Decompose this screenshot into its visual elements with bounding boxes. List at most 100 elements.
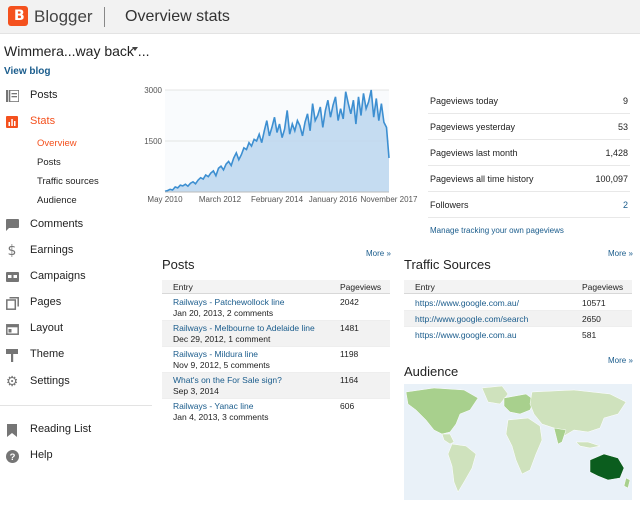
stat-followers: Followers 2 [428,192,630,218]
col-pageviews: Pageviews [340,282,382,292]
chart-xtick-label: November 2017 [361,195,418,204]
stat-label: Followers [430,200,469,210]
table-row: What's on the For Sale sign? Sep 3, 2014… [162,373,390,399]
app-name: Blogger [34,7,93,26]
sidebar-sub-overview[interactable]: Overview [37,138,77,149]
traffic-url-link[interactable]: http://www.google.com/search [415,314,529,324]
sidebar-item-label: Posts [30,89,58,101]
stat-label: Pageviews today [430,96,499,106]
sidebar-divider [0,405,152,406]
title-divider [104,7,105,27]
sidebar-item-label: Pages [30,296,62,308]
sidebar-item-help[interactable]: ? Help [0,445,150,467]
audience-world-map[interactable] [404,384,632,500]
chart-xtick-label: February 2014 [251,195,304,204]
traffic-sources-title: Traffic Sources [404,257,491,272]
post-views: 1164 [340,375,359,385]
chevron-down-icon[interactable] [132,47,138,51]
comments-icon [5,218,19,232]
map-asia [529,389,627,437]
post-link[interactable]: What's on the For Sale sign? [173,375,282,385]
post-views: 1198 [340,349,359,359]
sidebar-item-settings[interactable]: ⚙ Settings [0,371,150,393]
dollar-icon: $ [7,243,17,259]
stat-value: 1,428 [605,148,628,158]
post-date: Jan 4, 2013, 3 comments [173,412,269,422]
traffic-views: 10571 [582,298,606,308]
post-link[interactable]: Railways - Yanac line [173,401,254,411]
sidebar-item-comments[interactable]: Comments [0,214,150,236]
post-views: 2042 [340,297,359,307]
stat-pageviews-all-time: Pageviews all time history 100,097 [428,166,630,192]
chart-ytick-label: 1500 [144,137,162,146]
sidebar-item-reading-list[interactable]: Reading List [0,419,150,441]
post-date: Jan 20, 2013, 2 comments [173,308,274,318]
sidebar-sub-posts[interactable]: Posts [37,157,61,168]
map-europe [503,393,535,415]
blogger-logo-icon[interactable]: B [8,6,28,26]
map-africa [505,417,543,475]
view-blog-link[interactable]: View blog [4,66,51,77]
manage-tracking-link[interactable]: Manage tracking your own pageviews [430,226,564,235]
sidebar-sub-audience[interactable]: Audience [37,195,77,206]
sidebar-item-stats[interactable]: Stats [0,111,150,133]
sidebar-item-label: Comments [30,218,84,230]
sidebar-item-label: Earnings [30,244,74,256]
sidebar-item-label: Theme [30,348,65,360]
table-row: Railways - Mildura line Nov 9, 2012, 5 c… [162,347,390,373]
stat-pageviews-yesterday: Pageviews yesterday 53 [428,114,630,140]
sidebar-item-theme[interactable]: Theme [0,344,150,366]
table-row: https://www.google.com.au 581 [404,327,632,343]
map-north-america [405,387,479,435]
stat-pageviews-today: Pageviews today 9 [428,88,630,114]
sidebar-item-posts[interactable]: Posts [0,85,150,107]
traffic-table-header: Entry Pageviews [404,280,632,294]
stat-label: Pageviews last month [430,148,518,158]
sidebar-item-label: Settings [30,375,70,387]
gear-icon: ⚙ [5,374,19,390]
post-link[interactable]: Railways - Patchewollock line [173,297,285,307]
audience-more-link[interactable]: More » [608,356,633,365]
post-link[interactable]: Railways - Melbourne to Adelaide line [173,323,315,333]
sidebar-item-label: Help [30,449,53,461]
map-central-america [441,433,455,445]
post-link[interactable]: Railways - Mildura line [173,349,259,359]
chart-series-line [164,89,390,193]
theme-brush-icon [5,348,19,362]
traffic-url-link[interactable]: https://www.google.com.au/ [415,298,519,308]
sidebar-item-layout[interactable]: Layout [0,318,150,340]
sidebar-sub-traffic-sources[interactable]: Traffic sources [37,176,99,187]
pages-icon [5,296,19,310]
chart-xtick-label: March 2012 [199,195,242,204]
map-south-america [447,443,477,493]
sidebar-item-earnings[interactable]: $ Earnings [0,240,150,262]
svg-text:?: ? [9,452,15,463]
map-india [553,427,567,445]
posts-more-link[interactable]: More » [366,249,391,258]
map-new-zealand [623,477,631,489]
stat-label: Pageviews all time history [430,174,534,184]
chart-ytick-label: 3000 [144,86,162,95]
stat-value: 100,097 [595,174,628,184]
table-row: Railways - Melbourne to Adelaide line De… [162,321,390,347]
bookmark-icon [5,423,19,437]
col-entry: Entry [173,282,193,292]
chart-xtick-label: May 2010 [147,195,183,204]
sidebar-item-label: Stats [30,115,56,127]
campaigns-icon [5,270,19,284]
post-views: 606 [340,401,355,411]
posts-table-header: Entry Pageviews [162,280,390,294]
map-australia [589,453,625,481]
posts-title: Posts [162,257,195,272]
table-row: Railways - Patchewollock line Jan 20, 20… [162,295,390,321]
sidebar-item-label: Reading List [30,423,92,435]
traffic-more-link[interactable]: More » [608,249,633,258]
sidebar-item-pages[interactable]: Pages [0,292,150,314]
post-date: Dec 29, 2012, 1 comment [173,334,271,344]
followers-link[interactable]: 2 [622,200,628,210]
stat-value: 9 [622,96,628,106]
blog-selector[interactable]: Wimmera...way back ... [4,43,150,59]
post-date: Nov 9, 2012, 5 comments [173,360,270,370]
traffic-url-link[interactable]: https://www.google.com.au [415,330,517,340]
sidebar-item-campaigns[interactable]: Campaigns [0,266,150,288]
